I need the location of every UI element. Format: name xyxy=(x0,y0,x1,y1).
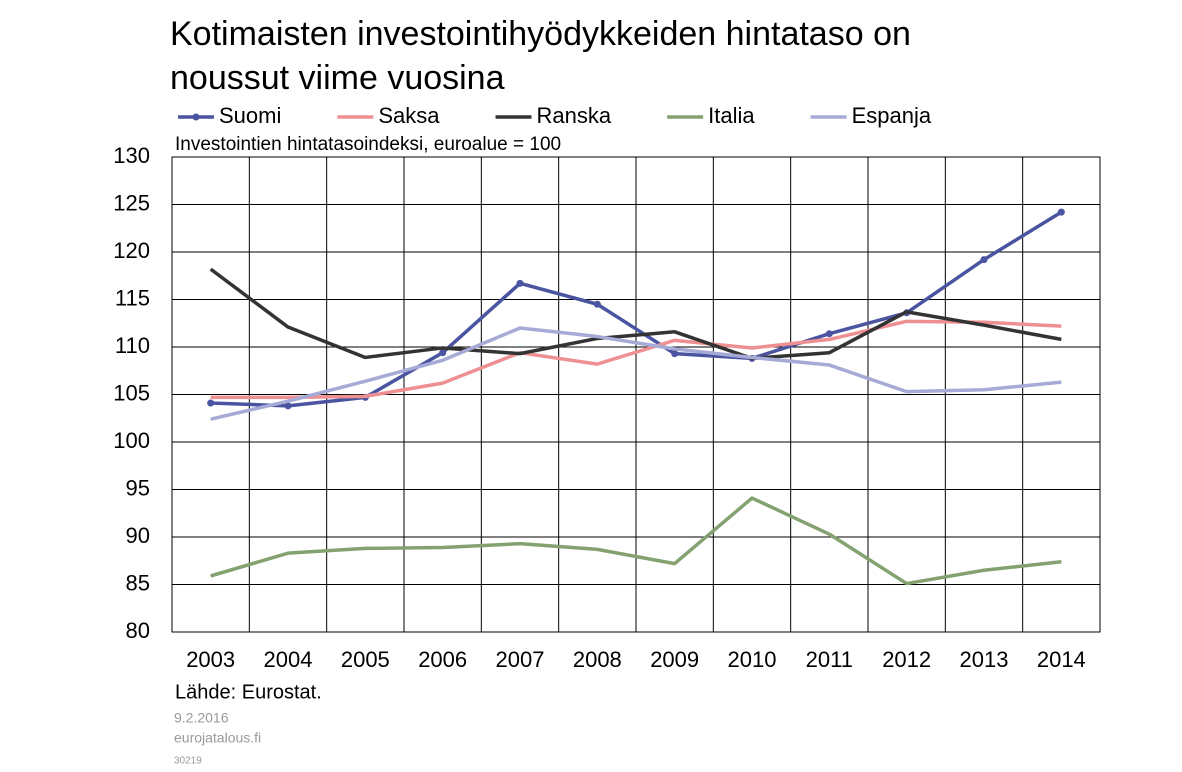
x-tick-label: 2004 xyxy=(264,647,313,672)
y-tick-label: 100 xyxy=(113,428,150,453)
point xyxy=(825,330,833,338)
series-line xyxy=(210,319,1062,400)
x-tick-label: 2005 xyxy=(341,647,390,672)
series-line xyxy=(209,267,1062,361)
y-tick-label: 95 xyxy=(126,475,150,500)
x-tick-label: 2010 xyxy=(728,647,777,672)
y-tick-label: 85 xyxy=(126,570,150,595)
point xyxy=(207,399,215,407)
code: 30219 xyxy=(174,756,202,767)
chart-title: Kotimaisten investointihyödykkeiden hint… xyxy=(170,15,911,97)
y-tick-label: 105 xyxy=(113,380,150,405)
legend-label: Italia xyxy=(708,103,755,128)
source: Lähde: Eurostat. xyxy=(175,681,322,703)
date: 9.2.2016 xyxy=(174,710,229,726)
site: eurojatalous.fi xyxy=(174,730,261,746)
y-tick-label: 125 xyxy=(113,190,150,215)
y-tick-label: 120 xyxy=(113,238,150,263)
x-tick-label: 2006 xyxy=(418,647,467,672)
series-line xyxy=(210,496,1062,586)
legend-label: Ranska xyxy=(537,103,612,128)
point xyxy=(439,349,447,357)
subtitle: Investointien hintatasoindeksi, euroalue… xyxy=(175,134,561,155)
x-tick-label: 2012 xyxy=(882,647,931,672)
series-line xyxy=(210,326,1062,421)
point xyxy=(284,402,292,410)
x-tick-label: 2011 xyxy=(806,647,853,672)
series-line xyxy=(210,210,1063,408)
y-tick-label: 130 xyxy=(113,143,150,168)
y-tick-label: 80 xyxy=(126,618,150,643)
point xyxy=(671,350,679,358)
x-tick-label: 2007 xyxy=(496,647,545,672)
point xyxy=(980,256,988,264)
point xyxy=(593,300,601,308)
legend-label: Suomi xyxy=(219,103,281,128)
x-tick-label: 2013 xyxy=(960,647,1009,672)
legend-label: Saksa xyxy=(378,103,440,128)
y-tick-label: 115 xyxy=(115,285,150,310)
x-tick-label: 2008 xyxy=(573,647,622,672)
x-tick-label: 2014 xyxy=(1037,647,1086,672)
x-tick-label: 2009 xyxy=(650,647,699,672)
legend-label: Espanja xyxy=(852,103,932,128)
legend-marker xyxy=(192,113,200,121)
plot-border xyxy=(171,156,1101,633)
point xyxy=(516,279,524,287)
y-tick-label: 90 xyxy=(126,523,150,548)
x-tick-label: 2003 xyxy=(186,647,235,672)
point xyxy=(1057,208,1065,216)
y-tick-label: 110 xyxy=(115,333,150,358)
